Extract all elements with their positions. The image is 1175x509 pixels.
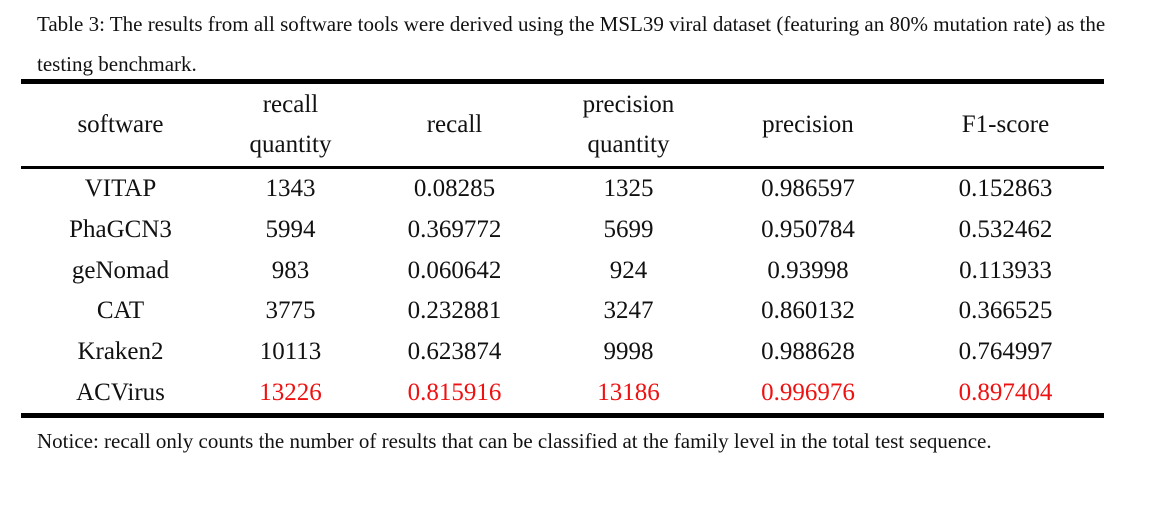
- cell-precision: 0.988628: [761, 338, 855, 366]
- cell-f1-score: 0.152863: [907, 165, 1104, 210]
- results-table: software recall quantity recall precisio…: [21, 79, 1104, 419]
- table-caption: Table 3: The results from all software t…: [37, 12, 1106, 76]
- table-row: PhaGCN3 5994 0.369772 5699 0.950784 0.532462: [21, 210, 1104, 251]
- header-row: software recall quantity recall precisio…: [21, 84, 1104, 168]
- header-precision-quantity: precision quantity: [582, 91, 675, 158]
- cell-recall: 0.060642: [407, 256, 502, 284]
- top-rule: [21, 79, 1104, 84]
- cell-precision-quantity: 3247: [603, 297, 654, 325]
- table-row: ACVirus 13226 0.815916 13186 0.996976 0.89740…: [21, 372, 1104, 413]
- cell-precision-quantity: 924: [609, 256, 648, 284]
- header-f1-score: F1-score: [961, 111, 1050, 138]
- cell-recall-quantity: 3775: [265, 297, 316, 325]
- table-notice: Notice: recall only counts the number of…: [37, 429, 992, 453]
- cell-software: geNomad: [71, 256, 170, 284]
- cell-precision: 0.996976: [761, 378, 855, 406]
- cell-recall-quantity: 13226: [259, 378, 322, 406]
- table-body: VITAP 1343 0.08285 1325 0.986597 0.152863 PhaG…: [21, 165, 1104, 414]
- bottom-rule: [21, 413, 1104, 419]
- cell-f1-score: 0.366525: [958, 297, 1053, 325]
- results-table-grid: software recall quantity recall precisio…: [21, 84, 1104, 413]
- cell-recall-quantity: 983: [271, 256, 310, 284]
- header-software: software: [77, 111, 164, 138]
- cell-recall-quantity: 1343: [220, 165, 361, 210]
- cell-recall-quantity: 10113: [259, 338, 322, 366]
- cell-precision: 0.950784: [761, 216, 855, 244]
- cell-precision-quantity: 5699: [603, 216, 654, 244]
- table-row: VITAP 1343 0.08285 1325 0.986597 0.152863: [21, 165, 1104, 210]
- cell-f1-score: 0.764997: [958, 338, 1053, 366]
- cell-precision-quantity: 13186: [597, 378, 660, 406]
- cell-recall: 0.08285: [361, 165, 548, 210]
- cell-recall: 0.623874: [407, 338, 502, 366]
- cell-recall-quantity: 5994: [265, 216, 316, 244]
- cell-precision-quantity: 1325: [548, 165, 709, 210]
- cell-f1-score: 0.532462: [958, 216, 1053, 244]
- cell-recall: 0.369772: [407, 216, 502, 244]
- cell-f1-score: 0.897404: [958, 378, 1053, 406]
- cell-precision: 0.986597: [709, 165, 907, 210]
- cell-precision: 0.860132: [761, 297, 855, 325]
- table-row: Kraken2 10113 0.623874 9998 0.988628 0.764997: [21, 332, 1104, 373]
- header-precision: precision: [762, 111, 854, 138]
- cell-software: PhaGCN3: [69, 216, 172, 244]
- cell-software: ACVirus: [76, 378, 165, 406]
- header-recall-quantity: recall quantity: [249, 91, 332, 158]
- cell-precision-quantity: 9998: [603, 338, 654, 366]
- cell-precision: 0.93998: [767, 256, 849, 284]
- header-recall: recall: [426, 111, 483, 138]
- cell-software: Kraken2: [77, 338, 164, 366]
- cell-recall: 0.815916: [407, 378, 502, 406]
- cell-f1-score: 0.113933: [959, 256, 1052, 284]
- cell-recall: 0.232881: [407, 297, 502, 325]
- cell-software: VITAP: [21, 165, 220, 210]
- table-row: CAT 3775 0.232881 3247 0.860132 0.366525: [21, 291, 1104, 332]
- table-row: geNomad 983 0.060642 924 0.93998 0.113933: [21, 250, 1104, 291]
- cell-software: CAT: [96, 297, 145, 325]
